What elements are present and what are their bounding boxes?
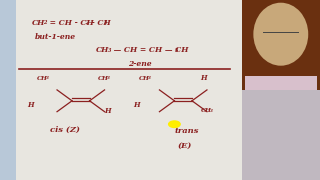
Text: H: H [104,107,111,115]
Text: 2: 2 [44,20,47,25]
Text: but-1-ene: but-1-ene [35,33,76,41]
Text: 3: 3 [108,48,111,53]
Text: cis (Z): cis (Z) [50,126,80,134]
Text: CH: CH [139,76,150,81]
Ellipse shape [253,3,308,66]
Text: 2: 2 [85,20,89,25]
Bar [242,90,320,180]
Text: 3: 3 [104,20,108,25]
Text: 3: 3 [107,76,109,80]
Bar [16,0,246,180]
Text: — CH = CH — CH: — CH = CH — CH [111,46,189,54]
Text: 3: 3 [210,109,212,113]
Text: CH: CH [37,76,48,81]
Circle shape [169,121,180,127]
Text: trans: trans [174,127,199,135]
Text: H: H [201,74,207,82]
Text: H: H [27,101,34,109]
Text: 3: 3 [148,76,151,80]
Text: 2-ene: 2-ene [128,60,152,68]
Text: 3: 3 [46,76,49,80]
Text: CH: CH [201,108,212,113]
Text: CH: CH [96,46,109,54]
Text: - CH: - CH [89,19,111,26]
Text: H: H [133,101,140,109]
Text: CH: CH [32,19,45,26]
Text: 3: 3 [175,48,179,53]
Bar [242,0,320,90]
Text: CH: CH [98,76,108,81]
Text: = CH - CH: = CH - CH [47,19,94,26]
Bar [245,76,317,90]
Text: (E): (E) [178,142,192,150]
